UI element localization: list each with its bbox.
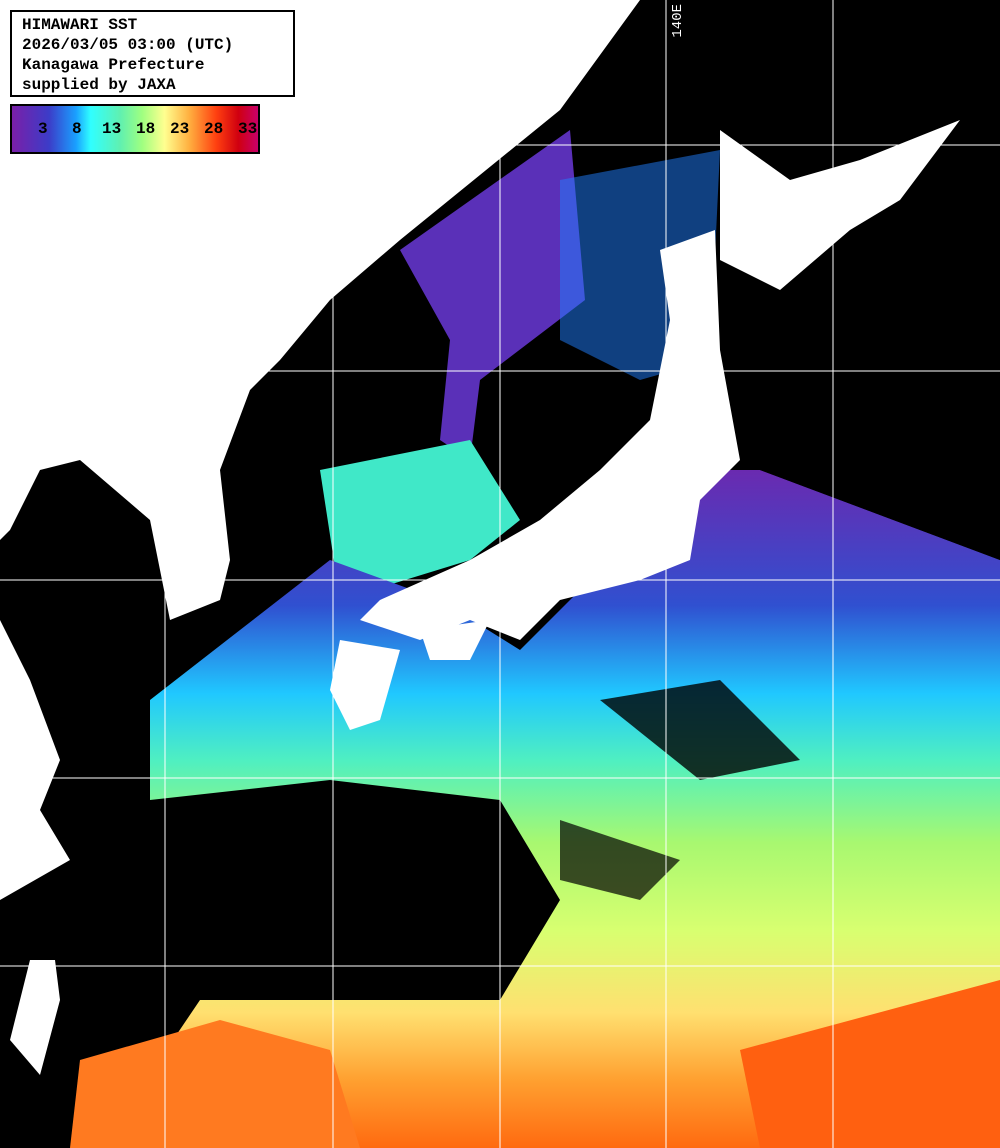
scale-tick: 28 [204, 120, 224, 138]
scale-tick: 8 [72, 120, 82, 138]
scale-tick: 3 [38, 120, 48, 138]
land [0, 0, 960, 1075]
lon-label-140e: 140E [670, 4, 686, 38]
product-title: HIMAWARI SST [22, 16, 138, 34]
provider: Kanagawa Prefecture [22, 56, 205, 74]
scale-tick: 33 [238, 120, 258, 138]
scale-tick: 18 [136, 120, 156, 138]
timestamp: 2026/03/05 03:00 (UTC) [22, 36, 234, 54]
sst-data [0, 130, 1000, 1148]
data-source: supplied by JAXA [22, 76, 176, 94]
scale-tick: 23 [170, 120, 190, 138]
title-box: HIMAWARI SST 2026/03/05 03:00 (UTC) Kana… [10, 10, 295, 97]
scale-tick: 13 [102, 120, 122, 138]
color-scale-legend: 3 8 13 18 23 28 33 [10, 104, 260, 154]
lat-label-40n: 40N [14, 353, 40, 369]
lat-label-30n: 30N [14, 760, 40, 776]
